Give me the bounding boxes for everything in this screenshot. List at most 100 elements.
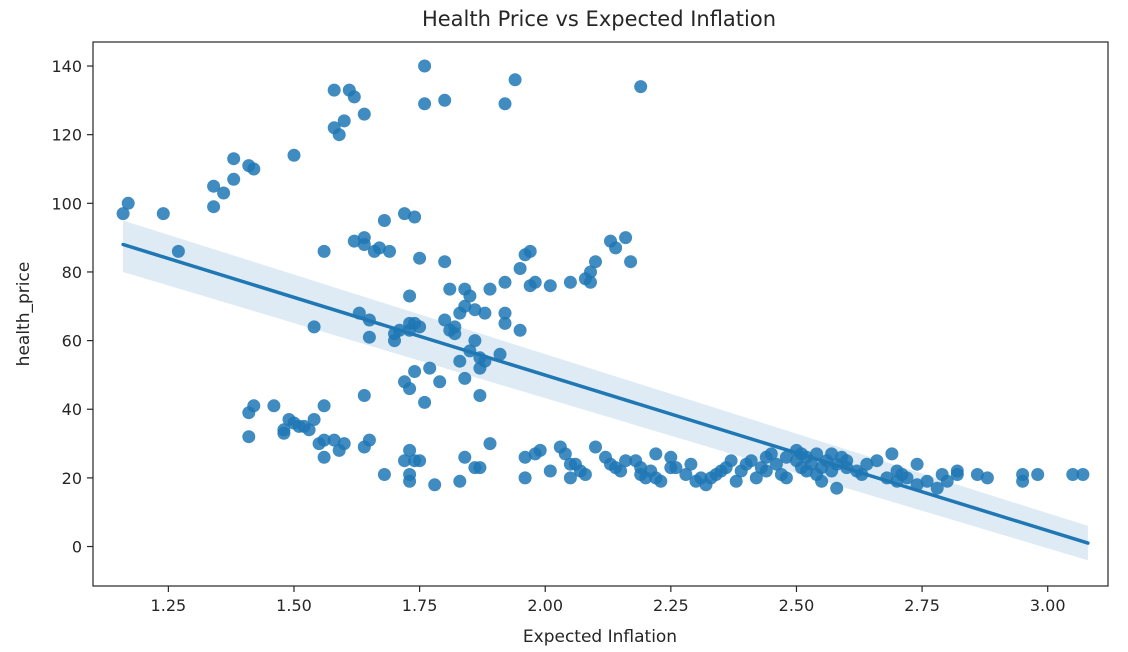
data-point-67 [418,395,432,409]
data-point-103 [498,306,512,320]
data-point-154 [649,447,663,461]
data-point-3 [171,244,185,258]
y-axis: 0 20 40 60 80 100 120 140 [51,57,93,557]
data-point-158 [669,461,683,475]
data-point-114 [513,262,527,275]
data-point-116 [523,244,537,258]
data-point-86 [448,327,462,341]
data-point-105 [453,474,467,488]
data-point-0 [116,207,130,221]
data-point-98 [473,389,487,402]
data-point-112 [508,73,522,87]
data-point-50 [372,241,386,255]
data-point-6 [217,186,231,200]
data-point-33 [327,83,341,97]
data-point-15 [267,399,281,413]
x-tick-label: 1.50 [276,596,312,615]
data-point-77 [428,478,442,492]
chart-title: Health Price vs Expected Inflation [422,7,776,31]
data-point-213 [920,474,934,488]
data-point-11 [287,148,301,162]
data-point-30 [327,433,341,447]
data-point-78 [423,361,437,375]
data-point-91 [458,371,472,385]
data-point-35 [332,128,346,142]
data-point-102 [493,347,507,361]
data-point-8 [227,152,241,166]
data-point-81 [438,255,452,269]
data-point-38 [347,90,361,104]
data-point-110 [498,97,512,111]
data-point-79 [433,375,447,389]
data-point-2 [156,207,170,221]
x-tick-label: 3.00 [1030,596,1066,615]
data-points-layer [116,59,1090,495]
data-point-76 [413,454,427,468]
data-point-36 [337,114,351,128]
data-point-128 [563,471,577,485]
data-point-159 [679,468,693,481]
data-point-59 [408,210,422,224]
data-point-106 [458,450,472,464]
data-point-132 [584,265,597,279]
data-point-172 [744,454,758,468]
data-point-220 [980,471,994,485]
data-point-51 [377,214,391,227]
data-point-68 [418,59,432,73]
data-point-17 [277,426,291,440]
data-point-13 [247,399,261,413]
data-point-95 [468,334,482,348]
data-point-32 [337,437,351,451]
y-tick-label: 120 [51,126,82,145]
y-tick-label: 20 [62,469,82,488]
data-point-142 [589,440,602,454]
data-point-137 [619,231,633,245]
data-point-178 [769,457,783,471]
data-point-119 [543,279,557,293]
data-point-118 [528,275,542,289]
data-point-101 [483,282,497,296]
data-point-126 [558,447,572,461]
y-tick-label: 40 [62,400,82,419]
data-point-177 [764,447,778,461]
data-point-160 [684,457,698,471]
x-axis-title: Expected Inflation [523,627,677,647]
data-point-5 [207,179,221,193]
data-point-138 [624,255,638,269]
confidence-band-layer [123,220,1088,561]
data-point-61 [413,320,427,334]
data-point-181 [779,450,793,464]
data-point-26 [317,399,331,413]
data-point-176 [759,464,773,478]
data-point-124 [543,464,557,478]
data-point-70 [377,468,391,481]
data-point-123 [533,443,547,457]
data-point-71 [398,454,411,468]
data-point-173 [749,471,763,485]
data-point-56 [398,207,411,221]
data-point-43 [357,231,371,245]
data-point-39 [357,107,371,121]
data-point-204 [870,454,884,468]
data-point-28 [317,450,331,464]
y-axis-title: health_price [14,262,34,367]
data-point-203 [860,457,874,471]
data-point-130 [563,275,577,289]
data-point-65 [403,289,417,303]
data-point-64 [403,382,417,396]
data-point-211 [910,457,924,471]
data-point-136 [609,241,623,255]
data-point-62 [413,251,427,265]
data-point-80 [438,93,452,107]
data-point-206 [885,447,899,461]
data-point-48 [357,440,371,454]
data-point-94 [468,303,482,317]
data-point-180 [779,471,793,485]
data-point-121 [518,450,532,464]
data-point-225 [1076,468,1090,481]
data-point-168 [724,454,738,468]
data-point-223 [1031,468,1045,481]
x-tick-label: 2.00 [527,596,563,615]
data-point-197 [830,481,844,495]
